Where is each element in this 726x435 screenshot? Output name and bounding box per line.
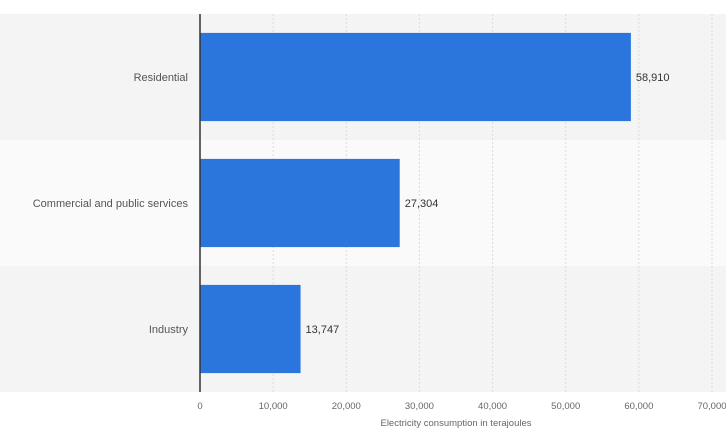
- x-tick-label: 60,000: [624, 401, 653, 412]
- value-label: 27,304: [405, 198, 439, 210]
- x-tick-label: 20,000: [332, 401, 361, 412]
- x-tick-label: 50,000: [551, 401, 580, 412]
- bar-layer: [200, 32, 631, 374]
- category-label: Commercial and public services: [33, 198, 189, 210]
- x-axis-title: Electricity consumption in terajoules: [380, 418, 531, 429]
- bar: [200, 284, 301, 374]
- bar: [200, 32, 631, 122]
- value-label: 13,747: [306, 324, 340, 336]
- bar: [200, 158, 400, 248]
- x-tick-label: 40,000: [478, 401, 507, 412]
- x-tick-label-layer: 0 10,000 20,000 30,000 40,000 50,000 60,000 70,…: [197, 401, 726, 412]
- x-tick-label: 30,000: [405, 401, 434, 412]
- x-tick-label: 10,000: [259, 401, 288, 412]
- row-band: [0, 266, 726, 392]
- value-label: 58,910: [636, 72, 670, 84]
- value-label-layer: 58,910 27,304 13,747: [306, 72, 670, 336]
- x-tick-label: 0: [197, 401, 202, 412]
- category-label: Industry: [149, 324, 189, 336]
- x-tick-label: 70,000: [697, 401, 726, 412]
- category-label-layer: Residential Commercial and public service…: [33, 72, 189, 336]
- category-label: Residential: [134, 72, 188, 84]
